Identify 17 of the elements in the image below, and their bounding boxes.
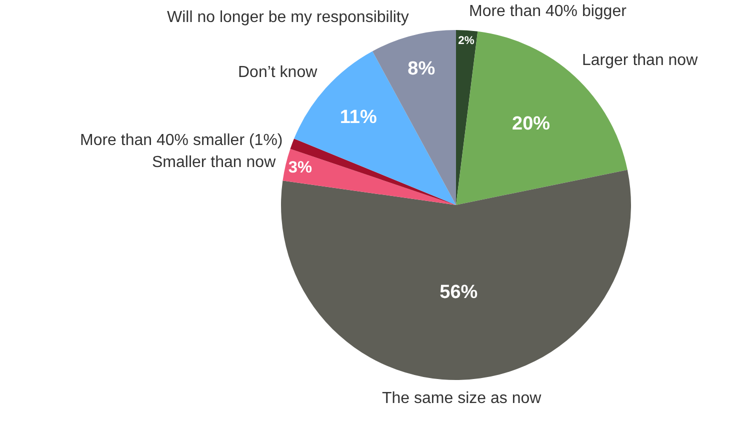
data-label: 20% <box>512 113 550 134</box>
data-label: 2% <box>458 34 474 47</box>
slice-label: More than 40% bigger <box>469 3 628 20</box>
pie-slice <box>456 31 628 205</box>
pie-slice <box>290 138 456 205</box>
slice-label: Larger than now <box>582 52 698 69</box>
pie-slice <box>282 148 456 205</box>
data-label: 56% <box>440 282 478 303</box>
slice-label: Don’t know <box>238 64 318 81</box>
data-label: 3% <box>288 158 312 177</box>
slice-label: The same size as now <box>382 390 542 407</box>
data-label: 11% <box>340 107 377 128</box>
slice-label: Smaller than now <box>152 154 276 171</box>
data-label: 8% <box>408 58 436 80</box>
slice-label: Will no longer be my responsibility <box>167 9 409 26</box>
slice-label: More than 40% smaller (1%) <box>80 132 283 149</box>
pie-slice <box>456 30 478 205</box>
